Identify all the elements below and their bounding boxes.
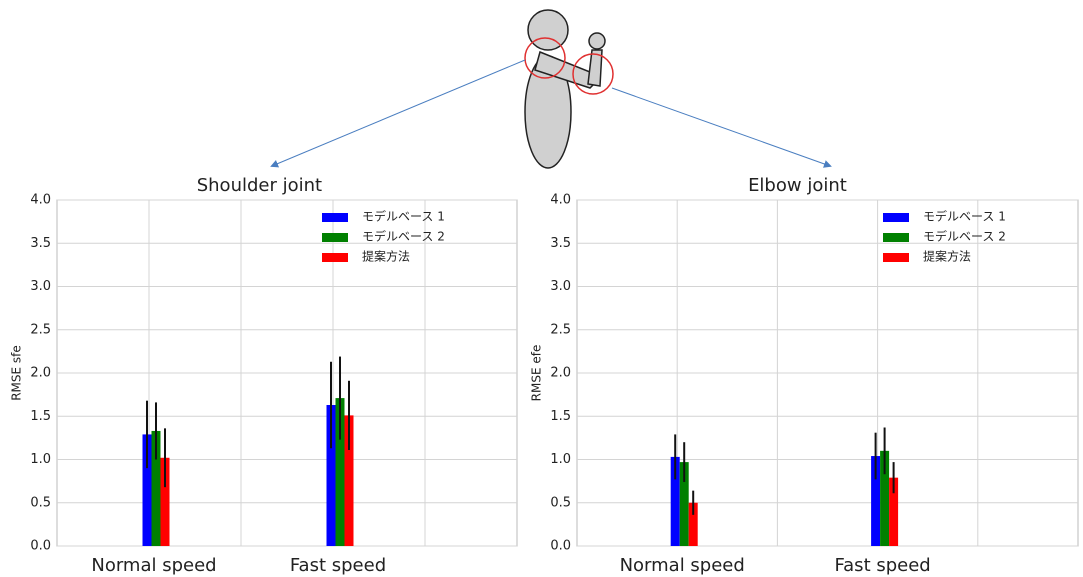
x-tick-label: Fast speed <box>834 555 930 576</box>
legend-label: 提案方法 <box>362 249 410 264</box>
bar <box>344 415 354 546</box>
y-tick-label: 1.0 <box>30 452 51 467</box>
legend-label: 提案方法 <box>923 249 971 264</box>
y-tick-label: 0.5 <box>30 495 51 510</box>
y-tick-label: 0.0 <box>550 539 571 554</box>
x-tick-label: Fast speed <box>290 555 386 576</box>
x-tick-label: Normal speed <box>620 555 745 576</box>
bar <box>688 502 698 546</box>
legend-swatch <box>322 253 348 262</box>
bar <box>670 456 680 546</box>
legend-swatch <box>883 233 909 242</box>
y-tick-label: 3.0 <box>550 279 571 294</box>
legend-swatch <box>322 213 348 222</box>
y-tick-label: 2.0 <box>30 366 51 381</box>
y-tick-label: 3.5 <box>30 236 51 251</box>
bar <box>142 434 152 546</box>
y-tick-label: 4.0 <box>550 193 571 208</box>
bar <box>880 450 890 546</box>
legend-swatch <box>883 213 909 222</box>
y-tick-label: 0.5 <box>550 495 571 510</box>
y-tick-label: 1.5 <box>550 409 571 424</box>
legend-swatch <box>322 233 348 242</box>
bar <box>871 456 881 546</box>
bar <box>679 462 689 546</box>
legend-label: モデルベース 2 <box>923 229 1006 244</box>
x-tick-label: Normal speed <box>91 555 216 576</box>
legend-label: モデルベース 2 <box>362 229 445 244</box>
y-tick-label: 0.0 <box>30 539 51 554</box>
bar <box>151 430 161 546</box>
y-tick-label: 2.0 <box>550 366 571 381</box>
y-axis-label: RMSE efe <box>530 345 544 402</box>
y-tick-label: 3.0 <box>30 279 51 294</box>
y-axis-label: RMSE sfe <box>10 345 24 401</box>
bar <box>326 405 336 546</box>
bar <box>335 398 345 546</box>
chart: 0.0 0.5 1.0 1.5 2.0 2.5 3.0 3.5 4.0 Elbow joint RM… <box>530 175 1079 576</box>
bar <box>160 457 170 546</box>
y-tick-label: 1.0 <box>550 452 571 467</box>
y-tick-label: 1.5 <box>30 409 51 424</box>
bar <box>889 477 899 546</box>
legend-label: モデルベース 1 <box>362 209 445 224</box>
y-tick-label: 2.5 <box>30 322 51 337</box>
legend-swatch <box>883 253 909 262</box>
chart-title: Shoulder joint <box>197 175 322 196</box>
y-tick-label: 3.5 <box>550 236 571 251</box>
legend-label: モデルベース 1 <box>923 209 1006 224</box>
y-tick-label: 4.0 <box>30 193 51 208</box>
y-tick-label: 2.5 <box>550 322 571 337</box>
chart-title: Elbow joint <box>748 175 847 196</box>
chart: 0.0 0.5 1.0 1.5 2.0 2.5 3.0 3.5 4.0 Shoulder join… <box>10 175 518 576</box>
body-illustration <box>270 9 832 169</box>
